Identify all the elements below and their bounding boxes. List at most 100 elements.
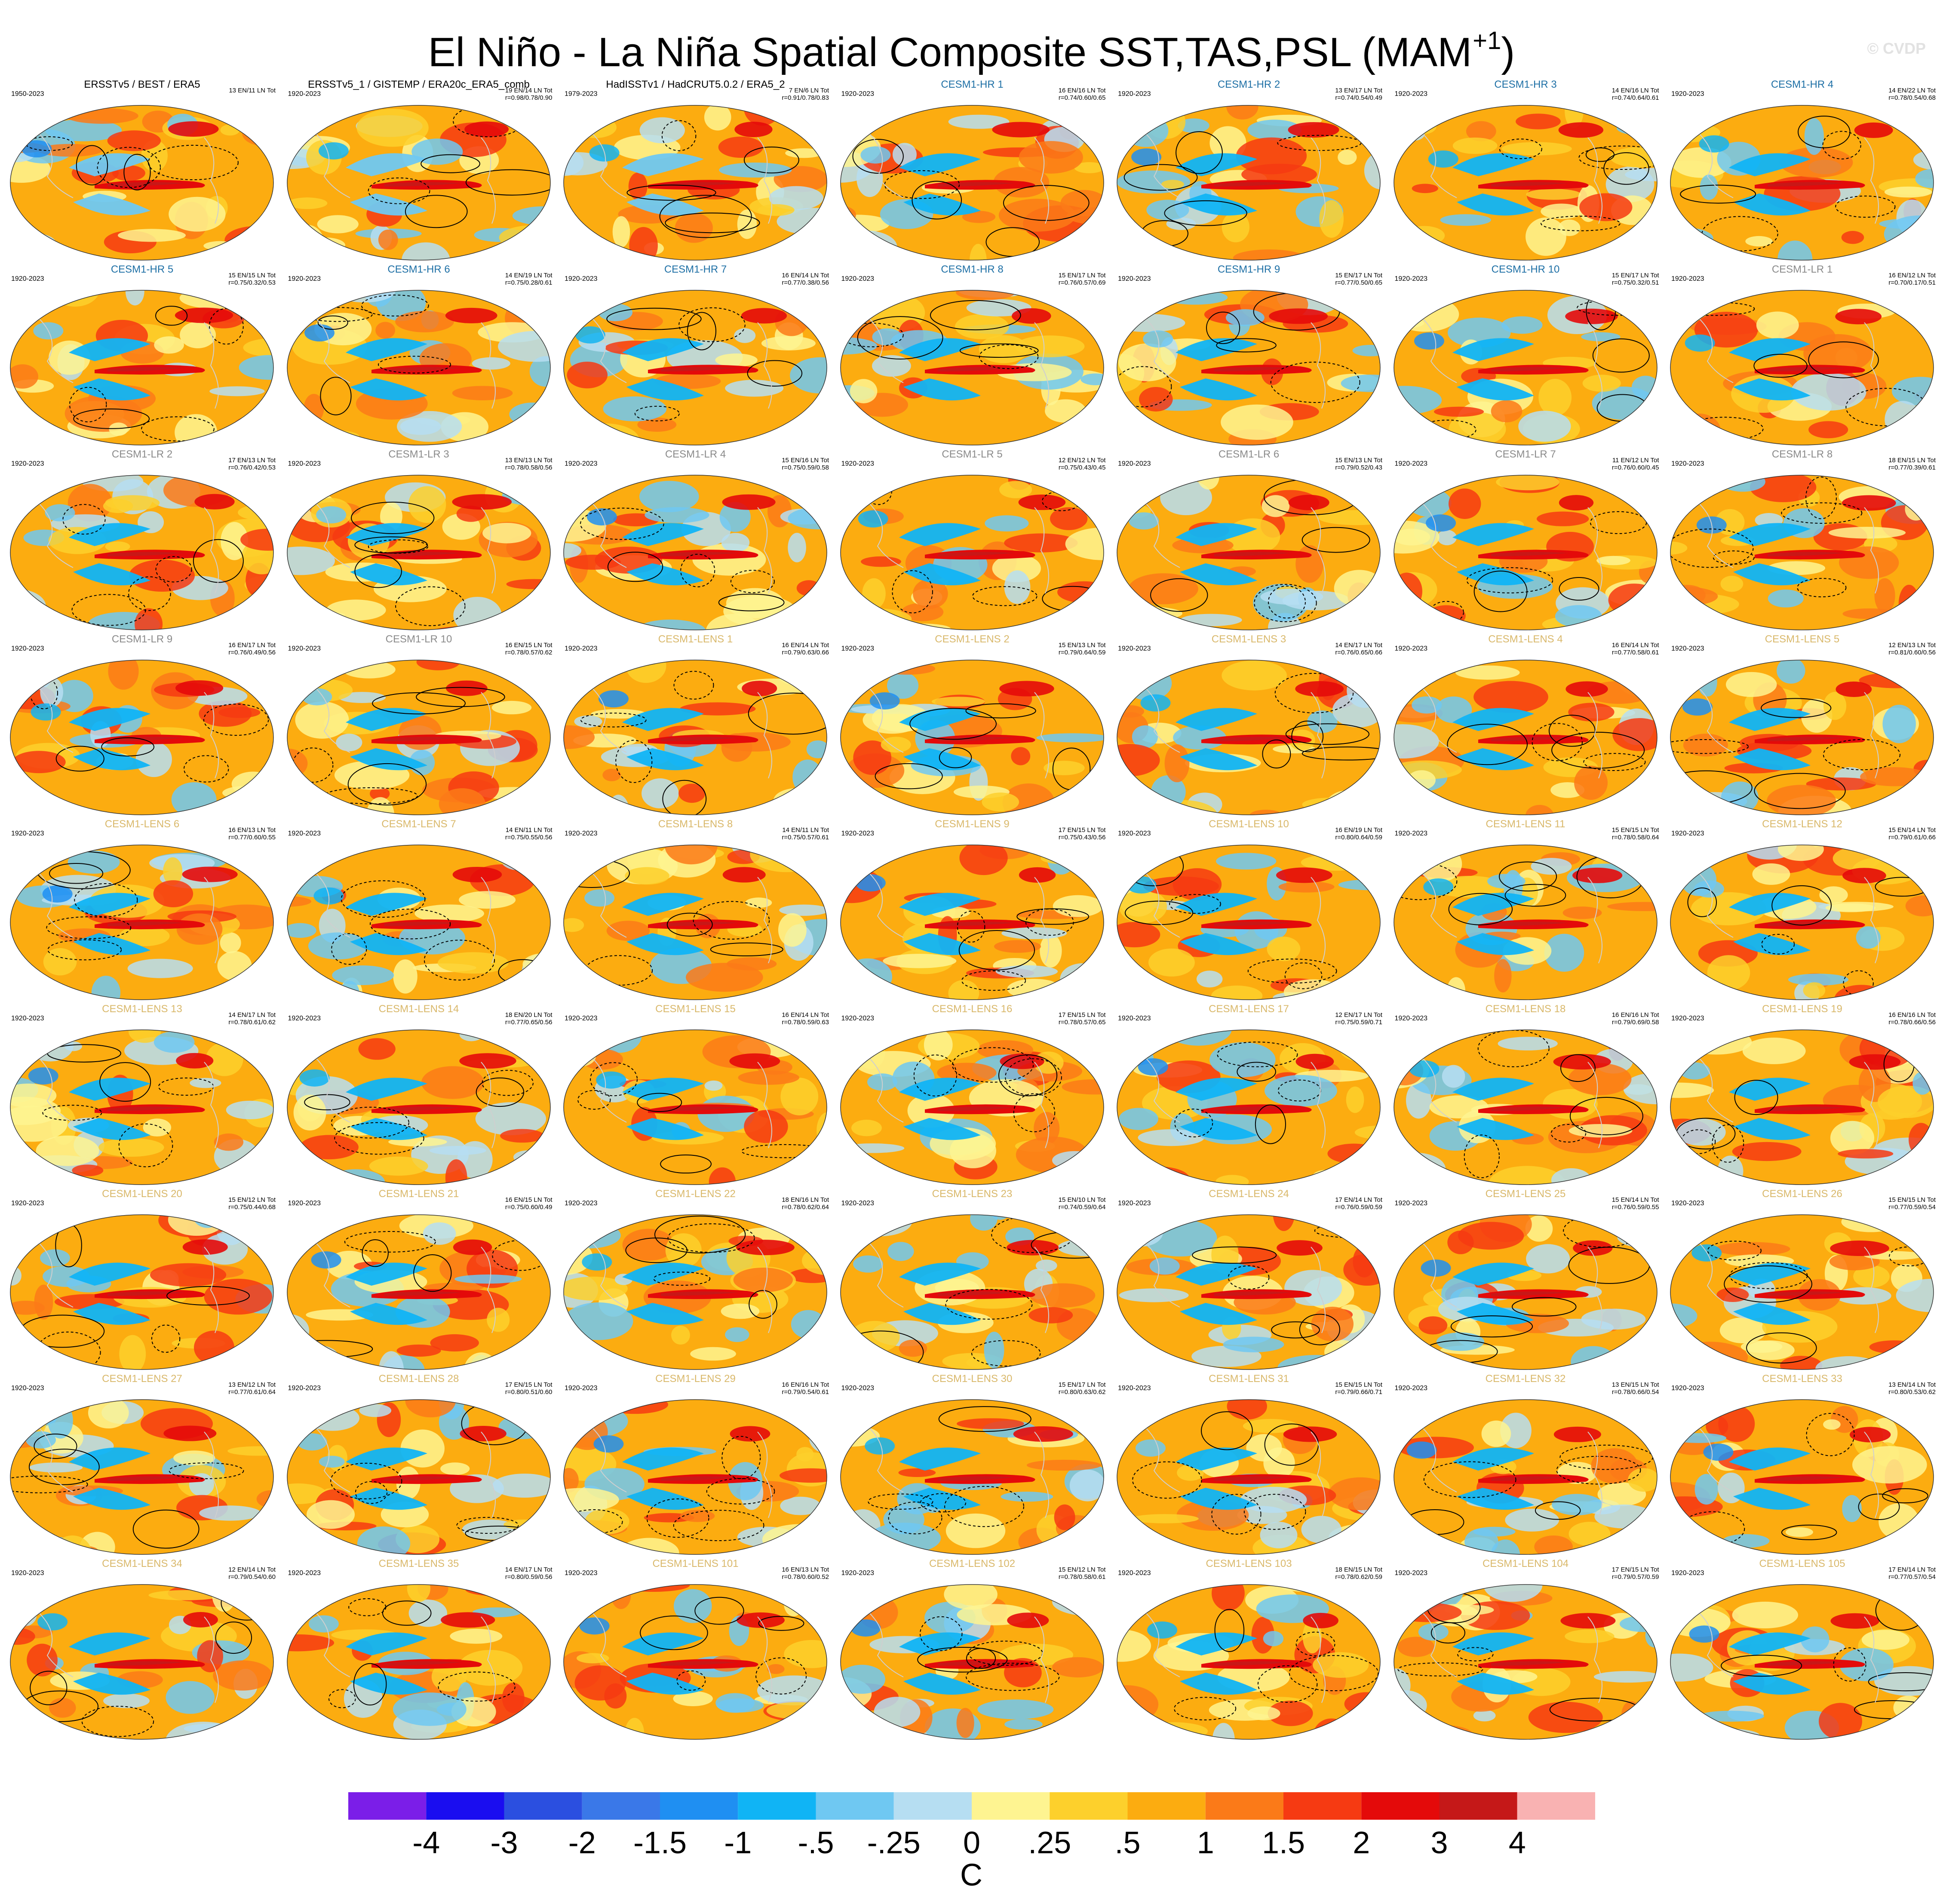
colorbar-swatch [972,1792,1050,1820]
panel-title: CESM1-LR 7 [1495,448,1556,460]
panel-correlations: r=0.76/0.65/0.66 [1335,649,1382,656]
map-panel: ERSSTv5_1 / GISTEMP / ERA20c_ERA5_comb 19… [280,77,558,262]
panel-event-counts: 17 EN/15 LN Tot [1058,1011,1106,1019]
map-panel: CESM1-LENS 105 1920-2023 17 EN/14 LN Tot r=… [1664,1557,1941,1741]
panel-event-counts: 16 EN/13 LN Tot [782,1566,829,1573]
panel-event-counts: 14 EN/19 LN Tot [505,272,553,279]
composite-map [1393,1399,1658,1555]
map-panel: CESM1-LENS 31 1920-2023 15 EN/15 LN Tot r=0… [1110,1372,1387,1557]
panel-correlations: r=0.80/0.64/0.59 [1335,834,1382,841]
map-panel: CESM1-LENS 19 1920-2023 16 EN/16 LN Tot r=0… [1664,1002,1941,1187]
panel-title: CESM1-HR 1 [941,79,1004,90]
panel-correlations: r=0.75/0.55/0.56 [505,834,553,841]
panel-correlations: r=0.77/0.65/0.56 [505,1019,553,1026]
panel-years: 1920-2023 [841,645,875,652]
composite-map [10,1584,274,1740]
panel-event-counts: 13 EN/17 LN Tot [1335,87,1382,94]
panel-title: CESM1-LR 8 [1771,448,1833,460]
map-panel: CESM1-LENS 9 1920-2023 17 EN/15 LN Tot r=0.… [834,817,1111,1002]
composite-map [840,1214,1104,1370]
panel-years: 1920-2023 [565,1200,598,1207]
composite-map [1393,105,1658,261]
composite-map [10,105,274,261]
composite-map [1393,1029,1658,1185]
panel-correlations: r=0.74/0.60/0.65 [1058,94,1106,101]
panel-years: 1920-2023 [1118,645,1151,652]
colorbar-swatch [582,1792,660,1820]
panel-years: 1920-2023 [11,645,44,652]
panel-correlations: r=0.78/0.60/0.52 [782,1573,829,1581]
panel-years: 1920-2023 [841,1200,875,1207]
composite-map [10,1399,274,1555]
composite-map [10,1214,274,1370]
panel-event-counts: 16 EN/19 LN Tot [1335,826,1382,834]
panel-correlations: r=0.81/0.60/0.56 [1888,649,1936,656]
panel-correlations: r=0.78/0.54/0.68 [1888,94,1936,101]
panel-event-counts: 7 EN/6 LN Tot [789,87,829,94]
map-panel: CESM1-LENS 12 1920-2023 15 EN/14 LN Tot r=0… [1664,817,1941,1002]
map-panel: CESM1-HR 10 1920-2023 15 EN/17 LN Tot r=0.7… [1387,262,1664,447]
composite-map [286,845,551,1000]
panel-correlations: r=0.75/0.44/0.68 [228,1204,276,1211]
panel-years: 1920-2023 [1118,460,1151,467]
panel-correlations: r=0.79/0.52/0.43 [1335,464,1382,471]
panel-title: CESM1-HR 4 [1771,79,1834,90]
panel-years: 1920-2023 [1118,90,1151,98]
composite-map [1670,1399,1934,1555]
panel-correlations: r=0.77/0.59/0.54 [1888,1204,1936,1211]
composite-map [1117,1399,1381,1555]
panel-years: 1920-2023 [1394,645,1428,652]
map-panel: CESM1-LENS 11 1920-2023 15 EN/15 LN Tot r=0… [1387,817,1664,1002]
panel-event-counts: 14 EN/17 LN Tot [1335,642,1382,649]
colorbar-swatch [893,1792,972,1820]
composite-map [1670,1584,1934,1740]
panel-correlations: r=0.78/0.59/0.63 [782,1019,829,1026]
panel-years: 1920-2023 [841,830,875,837]
panel-event-counts: 14 EN/17 LN Tot [228,1011,276,1019]
panel-event-counts: 16 EN/16 LN Tot [1888,1011,1936,1019]
panel-correlations: r=0.78/0.66/0.54 [1611,1388,1659,1396]
colorbar-swatch [348,1792,427,1820]
panel-title: CESM1-LENS 12 [1762,818,1842,830]
panel-title: CESM1-LENS 7 [381,818,456,830]
panel-correlations: r=0.74/0.64/0.61 [1611,94,1659,101]
panel-title: CESM1-LENS 20 [102,1188,182,1200]
panel-title: CESM1-LR 10 [385,633,452,645]
panel-title: CESM1-LR 6 [1218,448,1280,460]
figure-title: El Niño - La Niña Spatial Composite SST,… [0,13,1943,75]
panel-title: CESM1-LENS 35 [378,1558,459,1569]
panel-event-counts: 17 EN/15 LN Tot [505,1381,553,1388]
panel-event-counts: 16 EN/14 LN Tot [782,1011,829,1019]
panel-correlations: r=0.77/0.61/0.64 [228,1388,276,1396]
panel-event-counts: 15 EN/15 LN Tot [1888,1196,1936,1204]
map-panel: CESM1-LENS 22 1920-2023 18 EN/16 LN Tot r=0… [557,1187,834,1372]
colorbar-tick-label: -3 [490,1826,518,1860]
panel-title: CESM1-LENS 15 [655,1003,736,1015]
colorbar-tick-label: -.25 [867,1826,921,1860]
composite-map [1117,1214,1381,1370]
panel-years: 1920-2023 [1118,275,1151,283]
panel-title: CESM1-LENS 9 [935,818,1010,830]
composite-map [286,1029,551,1185]
panel-years: 1920-2023 [288,1015,321,1022]
panel-correlations: r=0.78/0.58/0.56 [505,464,553,471]
panel-years: 1920-2023 [288,460,321,467]
colorbar-svg [348,1792,1595,1820]
panel-event-counts: 19 EN/14 LN Tot [505,87,553,94]
map-panel: CESM1-LENS 17 1920-2023 12 EN/17 LN Tot r=0… [1110,1002,1387,1187]
panel-correlations: r=0.70/0.17/0.51 [1888,279,1936,286]
map-panel: CESM1-HR 2 1920-2023 13 EN/17 LN Tot r=0.74… [1110,77,1387,262]
panel-title: CESM1-LENS 25 [1485,1188,1566,1200]
map-panel: CESM1-LR 5 1920-2023 12 EN/12 LN Tot r=0.75… [834,447,1111,632]
panel-years: 1920-2023 [1394,275,1428,283]
panel-title: CESM1-LENS 27 [102,1373,182,1385]
panel-title: CESM1-LENS 28 [378,1373,459,1385]
colorbar-swatch [504,1792,582,1820]
panel-years: 1920-2023 [1671,1200,1704,1207]
composite-map [1117,290,1381,445]
map-panel: CESM1-LENS 14 1920-2023 18 EN/20 LN Tot r=0… [280,1002,558,1187]
map-panel: CESM1-LENS 16 1920-2023 17 EN/15 LN Tot r=0… [834,1002,1111,1187]
panel-years: 1920-2023 [1394,830,1428,837]
map-panel: CESM1-LENS 33 1920-2023 13 EN/14 LN Tot r=0… [1664,1372,1941,1557]
panel-years: 1920-2023 [1671,1015,1704,1022]
